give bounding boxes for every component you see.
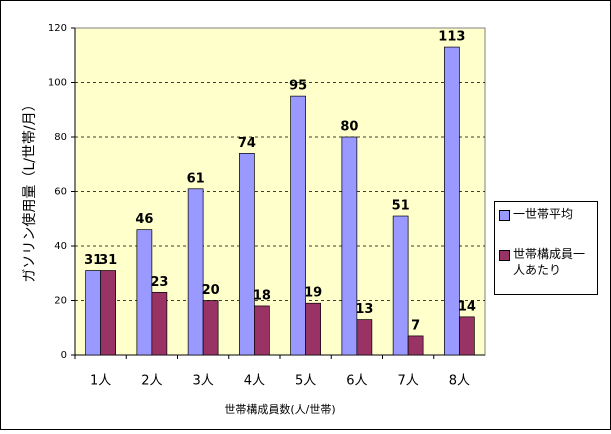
x-tick-label: 3人 <box>192 374 213 389</box>
bar <box>136 229 153 356</box>
data-label: 7 <box>411 318 420 333</box>
x-tick-label: 2人 <box>141 374 162 389</box>
data-label: 14 <box>458 299 476 314</box>
data-label: 74 <box>238 136 256 151</box>
bar <box>407 335 424 356</box>
data-label: 31 <box>84 253 102 268</box>
x-tick-label: 6人 <box>346 374 367 389</box>
bar <box>151 291 168 356</box>
data-label: 95 <box>289 79 307 94</box>
data-label: 51 <box>392 199 410 214</box>
bar <box>239 153 255 356</box>
legend: 一世帯平均世帯構成員一人あたり <box>494 201 598 295</box>
data-label: 23 <box>150 275 168 290</box>
y-axis-label: ガソリン使用量（L/世帯/月） <box>21 97 38 282</box>
y-tick-label: 100 <box>48 78 67 89</box>
x-tick-label: 4人 <box>244 374 265 389</box>
bar <box>187 188 204 356</box>
y-tick-label: 40 <box>54 241 67 252</box>
y-tick-label: 80 <box>54 132 67 143</box>
x-tick-label: 1人 <box>90 374 111 389</box>
y-tick-label: 20 <box>54 296 67 307</box>
bar <box>254 305 270 356</box>
data-label: 18 <box>253 288 271 303</box>
legend-swatch <box>499 210 510 221</box>
x-axis-label: 世帯構成員数(人/世帯) <box>224 403 335 416</box>
legend-label: 一世帯平均 <box>513 207 574 221</box>
x-tick-label: 7人 <box>397 374 418 389</box>
legend-label: 世帯構成員一人あたり <box>513 247 586 277</box>
bar <box>100 270 116 356</box>
y-tick-label: 120 <box>48 23 67 34</box>
data-label: 61 <box>187 171 205 186</box>
data-label: 80 <box>340 120 358 135</box>
bar <box>202 300 219 356</box>
x-tick-label: 8人 <box>449 374 470 389</box>
legend-item: 一世帯平均 <box>499 207 593 222</box>
bar <box>341 136 358 356</box>
bar <box>85 270 101 356</box>
data-label: 20 <box>202 283 220 298</box>
data-label: 113 <box>438 30 465 45</box>
bar <box>290 95 306 356</box>
bar <box>392 215 409 356</box>
data-label: 31 <box>99 253 117 268</box>
data-label: 13 <box>355 302 373 317</box>
legend-swatch <box>499 250 510 261</box>
bar <box>356 319 373 356</box>
x-tick-label: 5人 <box>295 374 316 389</box>
data-label: 46 <box>135 212 153 227</box>
bar <box>459 316 475 356</box>
legend-item: 世帯構成員一人あたり <box>499 247 593 278</box>
bar <box>305 302 321 356</box>
data-label: 19 <box>304 286 322 301</box>
bar <box>444 46 460 356</box>
y-tick-label: 0 <box>61 350 67 361</box>
y-tick-label: 60 <box>54 187 67 198</box>
